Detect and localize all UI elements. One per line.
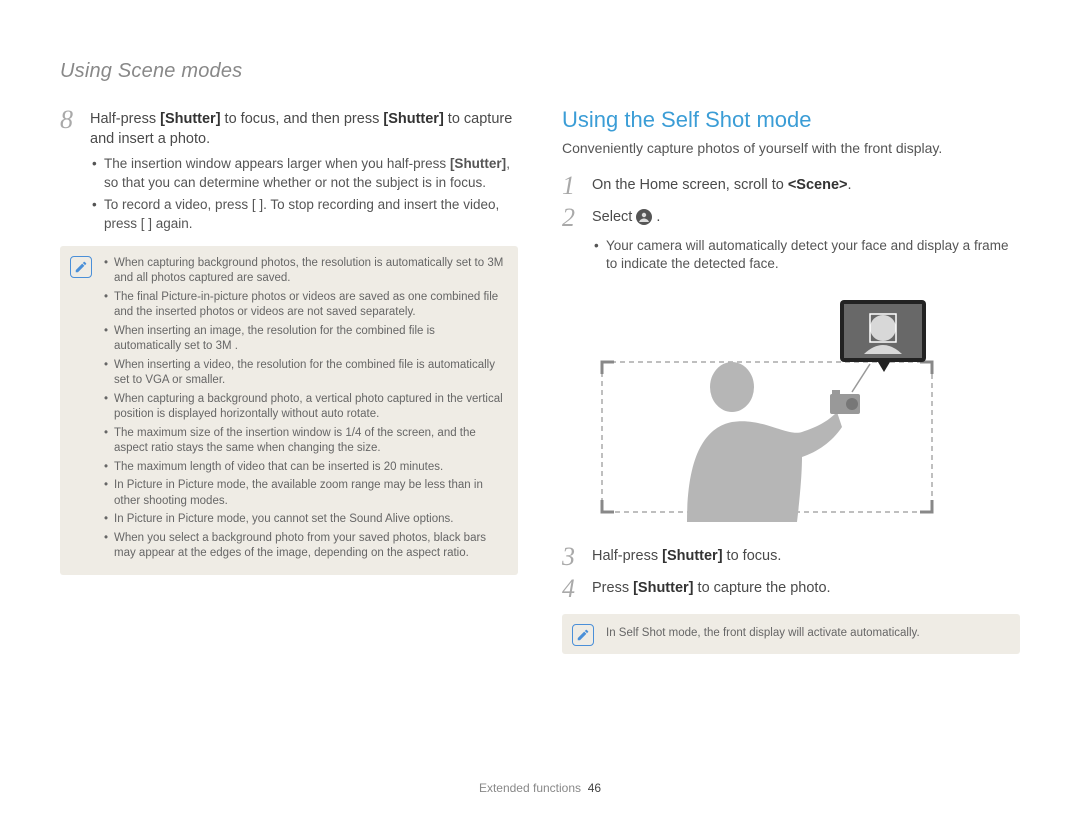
footer-label: Extended functions — [479, 781, 581, 795]
text: . — [848, 177, 852, 193]
right-column: Using the Self Shot mode Conveniently ca… — [562, 107, 1020, 654]
shutter-label: [Shutter] — [383, 111, 443, 127]
step-2: 2 Select . — [562, 205, 1020, 231]
step-text: Half-press [Shutter] to focus. — [592, 544, 781, 567]
note-item: When inserting an image, the resolution … — [104, 324, 504, 355]
note-icon — [572, 624, 594, 646]
step-number: 4 — [562, 576, 586, 602]
note-icon — [70, 256, 92, 278]
sub-bullet: Your camera will automatically detect yo… — [594, 237, 1020, 275]
step-8: 8 Half-press [Shutter] to focus, and the… — [60, 107, 518, 149]
note-item: In Picture in Picture mode, you cannot s… — [104, 512, 504, 528]
note-box: When capturing background photos, the re… — [60, 246, 518, 575]
step8-sub-bullets: The insertion window appears larger when… — [92, 155, 518, 234]
note-item: In Picture in Picture mode, the availabl… — [104, 478, 504, 509]
step-number: 1 — [562, 173, 586, 199]
step-text: Select . — [592, 205, 660, 228]
step-4: 4 Press [Shutter] to capture the photo. — [562, 576, 1020, 602]
pencil-icon — [74, 260, 88, 274]
note-item: When you select a background photo from … — [104, 531, 504, 562]
step-text: Press [Shutter] to capture the photo. — [592, 576, 831, 599]
section-intro: Conveniently capture photos of yourself … — [562, 139, 1020, 159]
step-3: 3 Half-press [Shutter] to focus. — [562, 544, 1020, 570]
note-item: The maximum length of video that can be … — [104, 460, 504, 476]
step-text: On the Home screen, scroll to <Scene>. — [592, 173, 852, 196]
step-1: 1 On the Home screen, scroll to <Scene>. — [562, 173, 1020, 199]
text: Select — [592, 209, 636, 225]
step-number: 3 — [562, 544, 586, 570]
section-title: Using the Self Shot mode — [562, 107, 1020, 133]
text: to capture the photo. — [694, 580, 831, 596]
page-number: 46 — [588, 781, 601, 795]
self-shot-mode-icon — [636, 209, 652, 225]
shutter-label: [Shutter] — [160, 111, 220, 127]
text: Press — [592, 580, 633, 596]
note-text: In Self Shot mode, the front display wil… — [606, 626, 1006, 642]
page: Using Scene modes 8 Half-press [Shutter]… — [0, 0, 1080, 694]
note-item: When capturing background photos, the re… — [104, 256, 504, 287]
step2-sub-bullets: Your camera will automatically detect yo… — [594, 237, 1020, 275]
shutter-label: [Shutter] — [633, 580, 693, 596]
sub-bullet: The insertion window appears larger when… — [92, 155, 518, 193]
text: The insertion window appears larger when… — [104, 156, 450, 171]
note-item: The final Picture-in-picture photos or v… — [104, 290, 504, 321]
text: . — [652, 209, 660, 225]
text: to focus. — [723, 548, 782, 564]
note-box: In Self Shot mode, the front display wil… — [562, 614, 1020, 654]
text: Half-press — [90, 111, 160, 127]
text: On the Home screen, scroll to — [592, 177, 788, 193]
content-columns: 8 Half-press [Shutter] to focus, and the… — [60, 107, 1020, 654]
pencil-icon — [576, 628, 590, 642]
shutter-label: [Shutter] — [662, 548, 722, 564]
page-footer: Extended functions 46 — [0, 781, 1080, 795]
note-item: The maximum size of the insertion window… — [104, 426, 504, 457]
note-list: When capturing background photos, the re… — [104, 256, 504, 562]
step-number: 8 — [60, 107, 84, 133]
self-shot-illustration — [592, 292, 952, 522]
text: To record a video, press [ ]. To stop re… — [104, 197, 499, 231]
step-number: 2 — [562, 205, 586, 231]
page-header-title: Using Scene modes — [60, 60, 1020, 83]
sub-bullet: To record a video, press [ ]. To stop re… — [92, 196, 518, 234]
left-column: 8 Half-press [Shutter] to focus, and the… — [60, 107, 518, 654]
note-item: When capturing a background photo, a ver… — [104, 392, 504, 423]
note-item: When inserting a video, the resolution f… — [104, 358, 504, 389]
shutter-label: [Shutter] — [450, 156, 506, 171]
text: to focus, and then press — [221, 111, 384, 127]
scene-label: <Scene> — [788, 177, 848, 193]
step-text: Half-press [Shutter] to focus, and then … — [90, 107, 518, 149]
text: Half-press — [592, 548, 662, 564]
